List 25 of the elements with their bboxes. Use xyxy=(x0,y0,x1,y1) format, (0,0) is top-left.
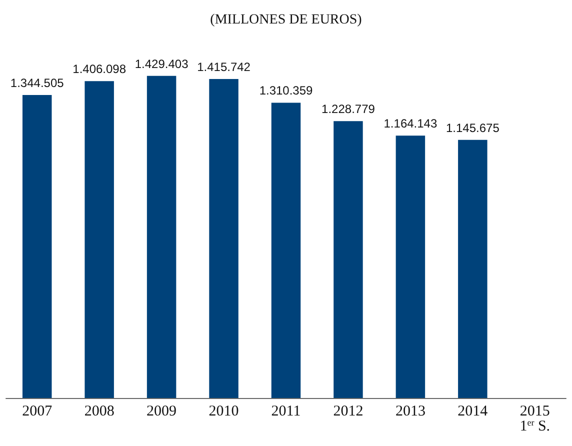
x-tick-label: 2010 xyxy=(208,404,239,420)
bar xyxy=(146,76,176,398)
x-tick-label: 2007 xyxy=(22,404,53,420)
bar xyxy=(209,78,238,398)
data-label: 1.145.675 xyxy=(446,120,500,135)
data-label: 1.164.143 xyxy=(384,116,438,131)
data-label: 1.429.403 xyxy=(134,56,189,71)
data-label: 1.344.505 xyxy=(10,76,64,90)
bar xyxy=(458,140,488,398)
data-label: 1.228.779 xyxy=(322,102,376,116)
x-tick-label: 2012 xyxy=(333,404,364,420)
data-label: 1.406.098 xyxy=(72,62,126,76)
x-tick-label: 2014 xyxy=(458,404,488,420)
x-tick-label: 2011 xyxy=(271,404,301,420)
bar xyxy=(84,81,114,398)
x-tick-label: 2013 xyxy=(395,404,426,420)
chart-title: (MILLONES DE EUROS) xyxy=(210,12,362,28)
x-tick-label: 2009 xyxy=(146,404,177,420)
bar xyxy=(396,136,426,398)
data-label: 1.415.742 xyxy=(197,60,251,74)
data-label: 1.310.359 xyxy=(259,84,314,98)
x-tick-label: 2008 xyxy=(84,404,114,420)
bar xyxy=(271,102,301,398)
bar xyxy=(22,95,52,398)
bar xyxy=(334,121,363,398)
